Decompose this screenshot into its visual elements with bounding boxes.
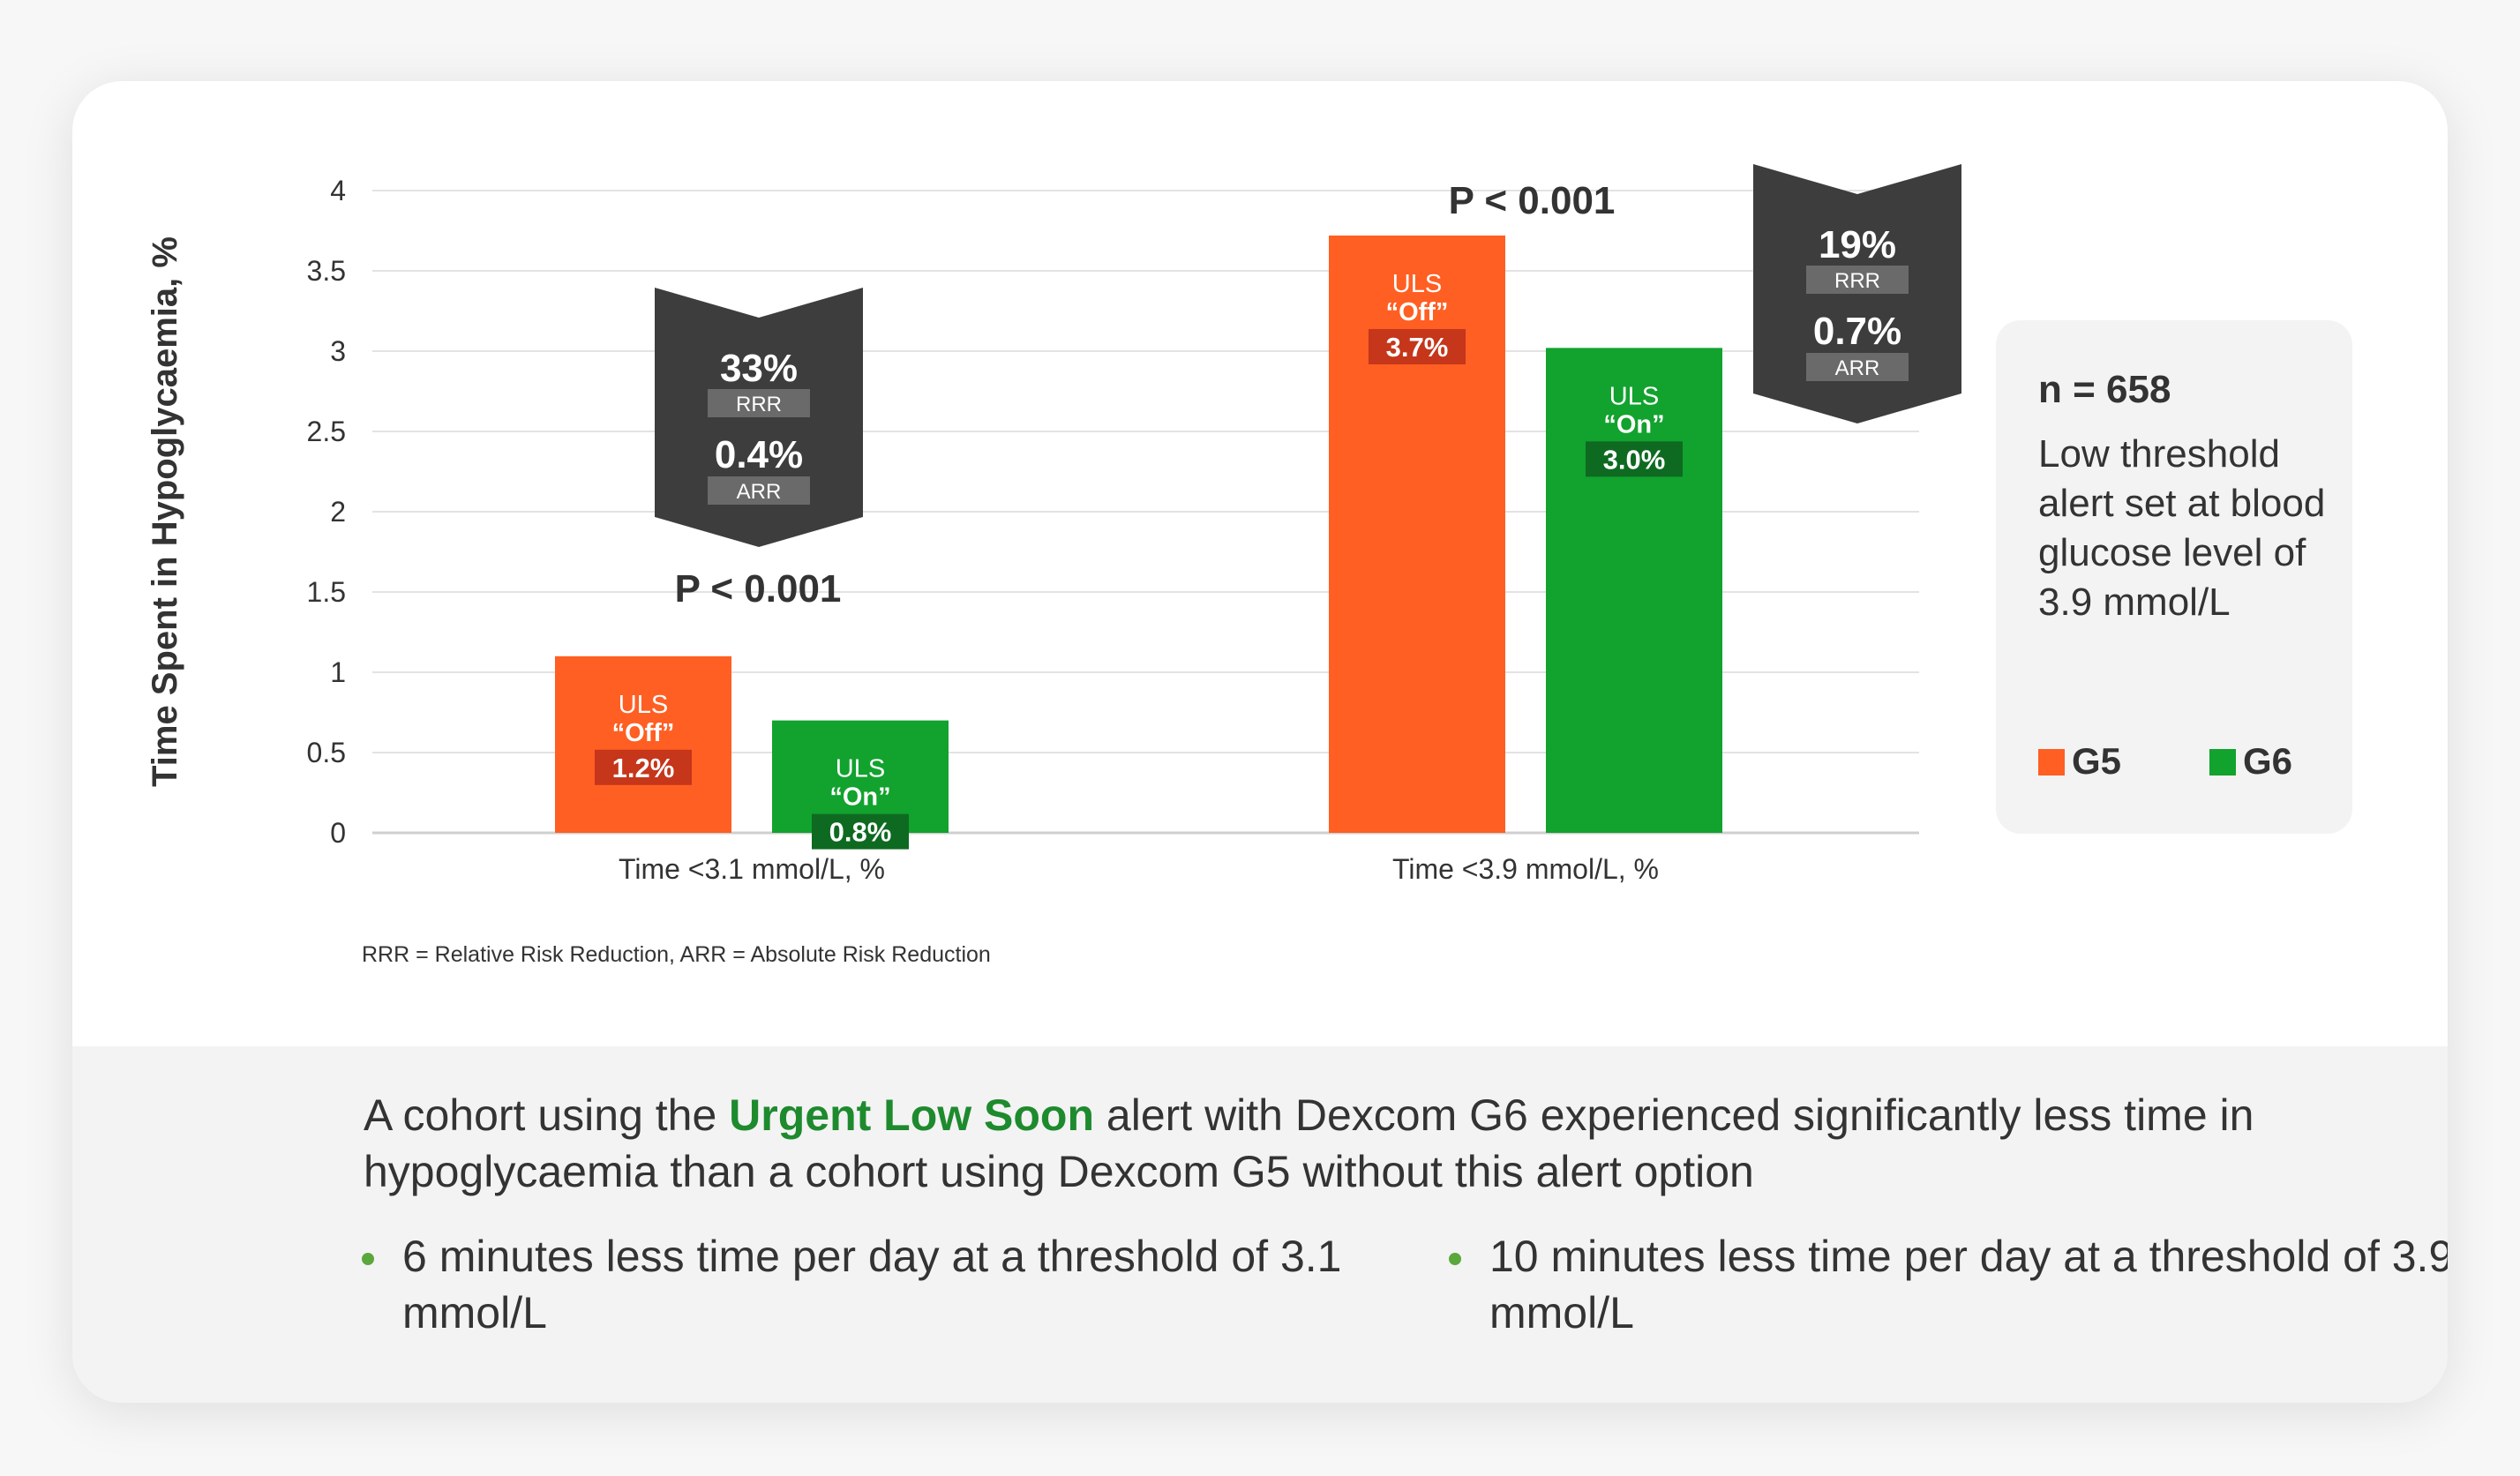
summary-highlight: Urgent Low Soon (729, 1090, 1095, 1140)
bar-prefix-label: ULS (619, 691, 668, 719)
summary-text: A cohort using the Urgent Low Soon alert… (364, 1087, 2393, 1200)
bar-g6 (1546, 348, 1722, 833)
y-tick-label: 2 (330, 496, 346, 528)
p-value-label: P < 0.001 (675, 567, 842, 611)
footnote: RRR = Relative Risk Reduction, ARR = Abs… (362, 942, 991, 967)
legend-box: n = 658 Low threshold alert set at blood… (1996, 320, 2352, 834)
arr-value: 0.4% (715, 433, 803, 476)
y-tick-label: 0.5 (307, 737, 346, 768)
bar-prefix-label: ULS (1609, 382, 1659, 410)
bullet-dot-icon (1449, 1253, 1461, 1265)
y-tick-label: 3 (330, 335, 346, 367)
rrr-label: RRR (1834, 269, 1880, 293)
y-tick-label: 1.5 (307, 576, 346, 608)
rrr-label-bg (1806, 266, 1909, 294)
bar-status-label: “Off” (612, 719, 675, 747)
summary-panel (72, 1046, 2448, 1403)
rrr-label-bg (708, 389, 810, 417)
legend-item-g5: G5 (2038, 740, 2121, 783)
value-label-bg (1369, 328, 1466, 364)
bar-value-label: 3.0% (1603, 444, 1666, 475)
bar-status-label: “On” (1603, 410, 1664, 438)
legend-label-g5: G5 (2072, 740, 2122, 782)
threshold-description: Low threshold alert set at blood glucose… (2038, 432, 2326, 624)
bar-prefix-label: ULS (836, 755, 885, 783)
summary-before: A cohort using the (364, 1090, 730, 1140)
legend-item-g6: G6 (2209, 740, 2292, 783)
legend-swatch-g5 (2038, 749, 2065, 775)
sample-size: n = 658 (2038, 368, 2171, 411)
bar-g5 (555, 656, 731, 833)
bullet-text-1: 6 minutes less time per day at a thresho… (402, 1232, 1342, 1337)
rrr-value: 19% (1819, 223, 1896, 266)
x-tick-label: Time <3.9 mmol/L, % (1392, 853, 1659, 885)
value-label-bg (595, 749, 692, 785)
arr-label-bg (708, 476, 810, 505)
bar-value-label: 0.8% (829, 817, 892, 848)
p-value-label: P < 0.001 (1449, 179, 1616, 222)
legend-label-g6: G6 (2243, 740, 2293, 782)
chart-card: 0 0.5 1 1.5 2 2.5 3 3.5 4 Time Spent in Hypoglyca… (72, 81, 2448, 1403)
arr-value: 0.7% (1813, 310, 1901, 353)
rrr-value: 33% (720, 347, 798, 390)
bullet-item-1: 6 minutes less time per day at a thresho… (362, 1228, 1461, 1341)
summary-after: alert with Dexcom G6 experienced signifi… (364, 1090, 2254, 1196)
bar-status-label: “On” (829, 783, 890, 812)
x-tick-label: Time <3.1 mmol/L, % (619, 853, 885, 885)
arr-label-bg (1806, 353, 1909, 381)
bar-status-label: “Off” (1386, 298, 1449, 326)
y-tick-label: 0 (330, 817, 346, 849)
bullet-dot-icon (362, 1253, 374, 1265)
bullet-text-2: 10 minutes less time per day at a thresh… (1489, 1232, 2448, 1337)
bar-chart: 0 0.5 1 1.5 2 2.5 3 3.5 4 Time Spent in Hypoglyca… (146, 164, 1961, 967)
rrr-label: RRR (736, 393, 782, 416)
value-label-bg (812, 813, 909, 850)
legend-swatch-g6 (2209, 749, 2236, 775)
y-tick-label: 3.5 (307, 255, 346, 287)
value-label-bg (1586, 441, 1683, 477)
arr-label: ARR (737, 480, 782, 504)
bar-value-label: 3.7% (1386, 332, 1449, 363)
bullet-item-2: 10 minutes less time per day at a thresh… (1449, 1228, 2448, 1341)
y-tick-label: 2.5 (307, 416, 346, 447)
bar-prefix-label: ULS (1392, 270, 1442, 298)
y-tick-label: 1 (330, 656, 346, 688)
y-tick-label: 4 (330, 175, 346, 206)
bar-value-label: 1.2% (612, 753, 675, 783)
arr-label: ARR (1835, 356, 1880, 380)
y-axis-label: Time Spent in Hypoglycaemia, % (146, 236, 184, 787)
